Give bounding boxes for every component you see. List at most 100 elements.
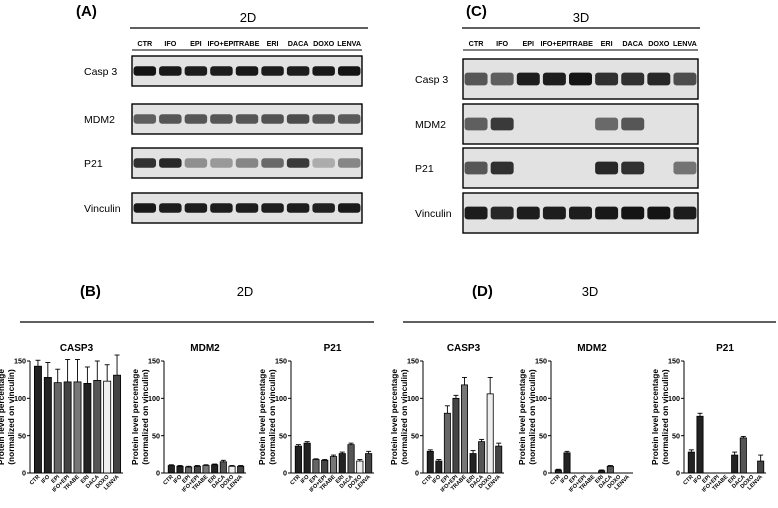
- chart-title: MDM2: [577, 343, 607, 354]
- y-axis-label: Protein level percentage (normalized on v…: [130, 369, 150, 465]
- y-tick-label: 0: [676, 469, 680, 478]
- bar-daca: [93, 380, 102, 474]
- band-a-p21-ifo: [159, 158, 182, 168]
- band-c-vinculin-ctr: [464, 206, 488, 220]
- bar-eri: [598, 470, 606, 474]
- bar-daca: [347, 444, 355, 474]
- y-tick-label: 150: [407, 357, 419, 366]
- x-tick-label-epi: EPI: [309, 474, 320, 485]
- bar-eri: [469, 453, 477, 474]
- x-tick-label-eri: ERI: [80, 474, 91, 485]
- western-blot-2d: CTR IFO EPI IFO+EPI TRABE ERI DACA DOXO LENVA Cas…: [84, 39, 363, 224]
- bar-epi: [185, 466, 193, 474]
- svg-text:Protein level percentage: Protein level percentage: [650, 369, 660, 465]
- band-a-p21-lenva: [337, 158, 361, 168]
- bar-epi: [312, 459, 320, 474]
- svg-text:(normalized on vinculin): (normalized on vinculin): [6, 369, 16, 465]
- y-tick-label: 50: [18, 431, 26, 440]
- band-a-casp-3-trabe: [235, 66, 259, 76]
- chart-d-casp3: CASP3 Protein level percentage (normalized…: [389, 343, 504, 494]
- band-c-casp-3-doxo: [647, 72, 671, 86]
- x-tick-label-eri: ERI: [727, 474, 738, 485]
- band-c-casp-3-ifo: [490, 72, 514, 86]
- band-c-vinculin-eri: [595, 206, 619, 220]
- protein-label-c-mdm2: MDM2: [415, 119, 446, 131]
- band-c-p21-eri: [595, 161, 619, 175]
- lane-label-c-trabe: TRABE: [568, 39, 593, 48]
- band-c-p21-lenva: [673, 161, 697, 175]
- lane-label-a-lenva: LENVA: [337, 39, 361, 48]
- x-tick-label-ifo: IFO: [560, 474, 571, 485]
- bar-eri: [338, 453, 346, 474]
- band-c-vinculin-trabe: [569, 206, 592, 220]
- band-a-vinculin-doxo: [312, 203, 335, 213]
- y-tick-label: 150: [148, 357, 160, 366]
- bar-daca: [606, 465, 614, 474]
- y-axis-label: Protein level percentage (normalized on v…: [0, 369, 16, 465]
- band-a-casp-3-daca: [286, 66, 310, 76]
- bar-lenva: [365, 453, 373, 474]
- panel-a-letter: (A): [76, 3, 97, 20]
- band-c-casp-3-ctr: [464, 72, 488, 86]
- x-tick-label-ifo: IFO: [40, 474, 51, 485]
- band-c-vinculin-ifo-epi: [542, 206, 566, 220]
- band-c-p21-ifo: [490, 161, 514, 175]
- band-a-mdm2-trabe: [235, 114, 259, 124]
- band-a-mdm2-lenva: [337, 114, 361, 124]
- band-a-mdm2-doxo: [312, 114, 335, 124]
- y-tick-label: 50: [411, 431, 419, 440]
- band-c-vinculin-daca: [621, 206, 645, 220]
- y-tick-label: 100: [14, 394, 26, 403]
- protein-label-a-p21: P21: [84, 158, 103, 170]
- bar-ctr: [687, 451, 695, 474]
- x-tick-label-epi: EPI: [440, 474, 451, 485]
- band-a-casp-3-lenva: [337, 66, 361, 76]
- band-a-casp-3-ctr: [133, 66, 157, 76]
- band-c-casp-3-trabe: [569, 72, 592, 86]
- lane-label-c-epi: EPI: [522, 39, 534, 48]
- band-c-casp-3-eri: [595, 72, 619, 86]
- band-c-vinculin-epi: [516, 206, 540, 220]
- protein-label-c-vinculin: Vinculin: [415, 208, 452, 220]
- lane-label-a-eri: ERI: [267, 39, 279, 48]
- bar-ifo: [696, 415, 704, 474]
- svg-text:(normalized on vinculin): (normalized on vinculin): [140, 369, 150, 465]
- band-a-vinculin-eri: [261, 203, 284, 213]
- y-tick-label: 0: [415, 469, 419, 478]
- svg-text:Protein level percentage: Protein level percentage: [0, 369, 6, 465]
- panel-a-condition: 2D: [240, 10, 257, 25]
- bar-ctr: [554, 469, 562, 474]
- lane-label-a-doxo: DOXO: [313, 39, 335, 48]
- band-c-mdm2-daca: [621, 117, 645, 131]
- band-c-mdm2-ctr: [464, 117, 488, 131]
- band-a-casp-3-ifo: [159, 66, 182, 76]
- bar-epi: [443, 412, 451, 474]
- svg-text:Protein level percentage: Protein level percentage: [130, 369, 140, 465]
- band-c-casp-3-lenva: [673, 72, 697, 86]
- lane-label-a-trabe: TRABE: [235, 39, 260, 48]
- band-a-casp-3-ifo-epi: [210, 66, 233, 76]
- lane-label-c-ifo-epi: IFO+EPI: [541, 39, 569, 48]
- panel-c-condition: 3D: [573, 10, 590, 25]
- bar-eri: [211, 464, 219, 474]
- bar-ifo-epi: [452, 397, 460, 474]
- band-c-p21-daca: [621, 161, 645, 175]
- lane-label-c-daca: DACA: [622, 39, 643, 48]
- y-axis-label: Protein level percentage (normalized on v…: [517, 369, 537, 465]
- chart-d-p21: P21 Protein level percentage (normalized o…: [650, 343, 766, 494]
- bar-lenva: [113, 374, 122, 474]
- bar-epi: [53, 382, 62, 474]
- chart-title: P21: [324, 343, 342, 354]
- chart-title: CASP3: [447, 343, 481, 354]
- svg-text:(normalized on vinculin): (normalized on vinculin): [267, 369, 277, 465]
- chart-b-p21: P21 Protein level percentage (normalized o…: [257, 343, 374, 494]
- svg-text:(normalized on vinculin): (normalized on vinculin): [399, 369, 409, 465]
- x-tick-label-ifo: IFO: [173, 474, 184, 485]
- y-axis-label: Protein level percentage (normalized on v…: [257, 369, 277, 465]
- y-tick-label: 50: [539, 431, 547, 440]
- band-c-casp-3-daca: [621, 72, 645, 86]
- bar-ctr: [294, 445, 302, 474]
- svg-text:(normalized on vinculin): (normalized on vinculin): [660, 369, 670, 465]
- bar-ifo: [563, 452, 571, 474]
